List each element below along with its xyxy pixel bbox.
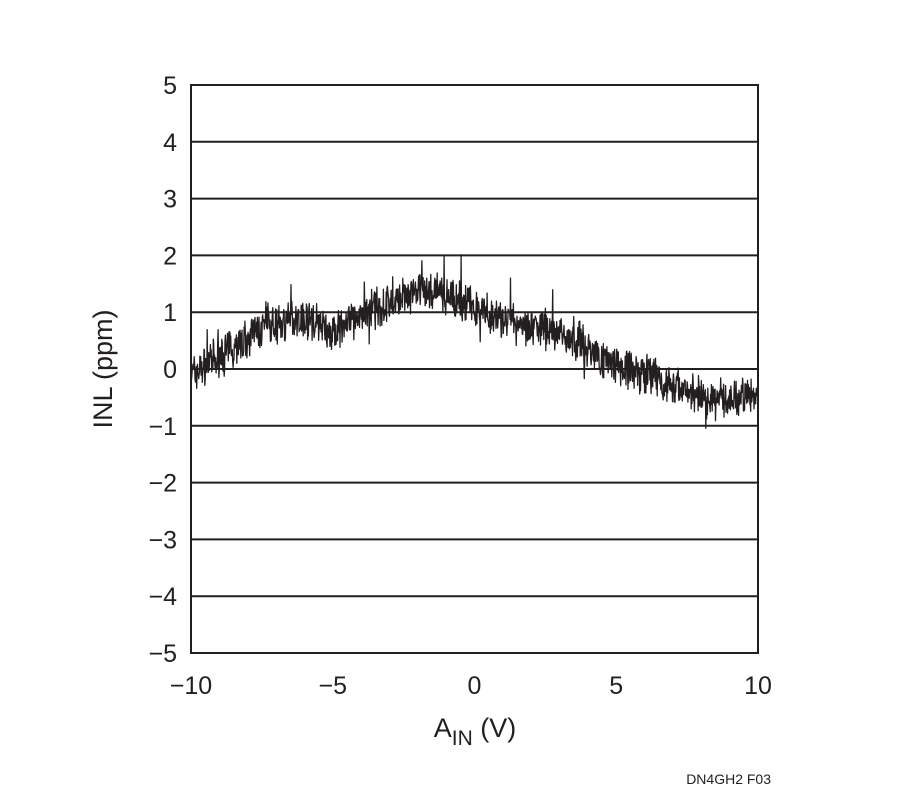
figure-id: DN4GH2 F03 (686, 771, 771, 787)
inl-series-line (190, 254, 759, 430)
y-tick-label: −5 (148, 640, 177, 668)
y-tick-label: 2 (163, 242, 177, 270)
x-axis-label-unit: (V) (473, 713, 517, 743)
y-tick-labels: 5 4 3 2 1 0 −1 −2 −3 −4 −5 (148, 72, 177, 668)
y-axis-label: INL (ppm) (88, 309, 118, 428)
grid-lines (191, 140, 758, 598)
plot-frame (190, 84, 759, 654)
x-tick-label: −10 (170, 672, 212, 700)
y-tick-label: −4 (148, 583, 177, 611)
x-axis-label-main: A (434, 713, 452, 743)
y-tick-label: −3 (148, 526, 177, 554)
y-tick-label: 4 (163, 129, 177, 157)
x-tick-label: 0 (468, 672, 482, 700)
series-layer (190, 254, 759, 430)
y-tick-label: 0 (163, 356, 177, 384)
x-tick-labels: −10 −5 0 5 10 (170, 672, 772, 700)
x-tick-label: 10 (744, 672, 772, 700)
y-tick-label: −2 (148, 470, 177, 498)
x-tick-label: 5 (609, 672, 623, 700)
x-axis-label: AIN (V) (434, 713, 517, 750)
x-axis-label-sub: IN (452, 727, 473, 750)
x-tick-label: −5 (318, 672, 347, 700)
y-tick-label: 5 (163, 72, 177, 100)
y-tick-label: 3 (163, 186, 177, 214)
y-tick-label: 1 (163, 299, 177, 327)
y-tick-label: −1 (148, 413, 177, 441)
